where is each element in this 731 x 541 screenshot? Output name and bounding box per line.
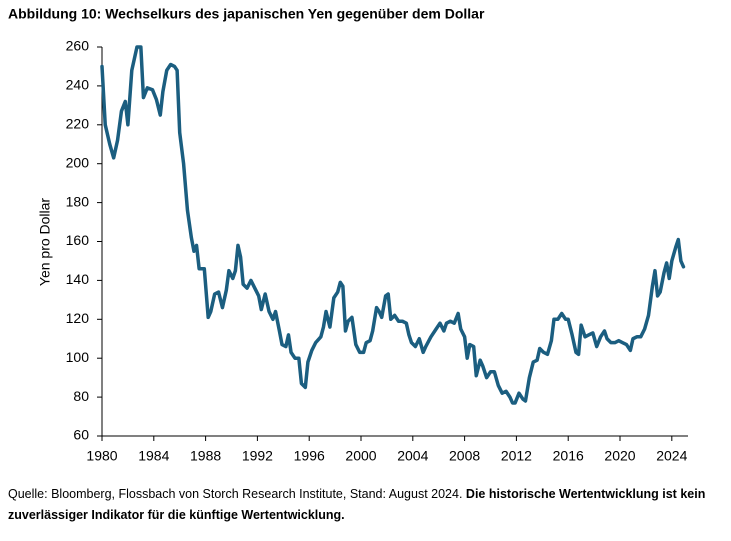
x-tick-label: 1992 bbox=[242, 448, 273, 464]
line-series bbox=[100, 45, 686, 405]
y-tick-label: 240 bbox=[66, 77, 90, 93]
y-tick-label: 200 bbox=[66, 154, 90, 170]
x-tick-label: 1984 bbox=[138, 448, 169, 464]
y-tick-label: 100 bbox=[66, 349, 90, 365]
y-tick-label: 140 bbox=[66, 271, 90, 287]
disclaimer: Die historische Wertentwicklung ist kein… bbox=[8, 487, 706, 522]
footnote: Quelle: Bloomberg, Flossbach von Storch … bbox=[8, 484, 728, 526]
chart-title: Abbildung 10: Wechselkurs des japanische… bbox=[8, 6, 485, 22]
x-tick-label: 2012 bbox=[501, 448, 532, 464]
y-tick-label: 60 bbox=[73, 427, 89, 443]
y-tick-label: 160 bbox=[66, 232, 90, 248]
x-tick-label: 2000 bbox=[345, 448, 376, 464]
chart: Abbildung 10: Wechselkurs des japanische… bbox=[8, 6, 688, 464]
y-tick-label: 80 bbox=[73, 388, 89, 404]
y-tick-label: 220 bbox=[66, 116, 90, 132]
x-tick-label: 2020 bbox=[604, 448, 635, 464]
source: Quelle: Bloomberg, Flossbach von Storch … bbox=[8, 487, 463, 501]
y-tick-label: 180 bbox=[66, 193, 90, 209]
x-tick-label: 1980 bbox=[86, 448, 117, 464]
y-tick-label: 260 bbox=[66, 38, 90, 54]
y-axis-label: Yen pro Dollar bbox=[37, 198, 53, 287]
x-tick-label: 2016 bbox=[553, 448, 584, 464]
y-tick-label: 120 bbox=[66, 310, 90, 326]
x-tick-label: 2008 bbox=[449, 448, 480, 464]
x-tick-label: 2024 bbox=[656, 448, 687, 464]
x-tick-label: 1988 bbox=[190, 448, 221, 464]
x-tick-label: 2004 bbox=[397, 448, 428, 464]
x-tick-label: 1996 bbox=[294, 448, 325, 464]
